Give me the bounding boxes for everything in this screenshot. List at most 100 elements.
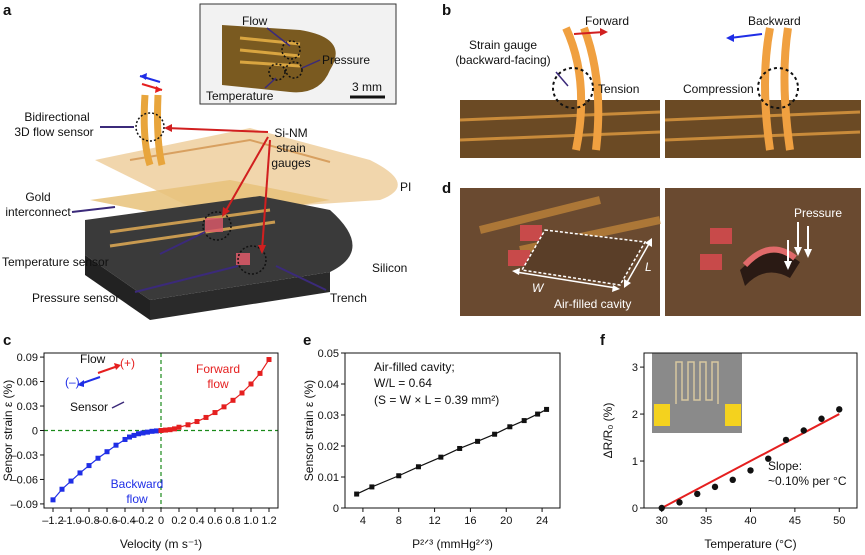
c-xlabel: Velocity (m s⁻¹)	[120, 537, 202, 551]
c-ytick-label: –0.03	[10, 450, 38, 462]
e-point	[457, 445, 463, 451]
flow-sensor-label: 3D flow sensor	[14, 125, 94, 139]
c-xtick-label: 1.2	[261, 515, 276, 527]
trench-label: Trench	[330, 291, 367, 305]
f-xtick-label: 35	[700, 515, 712, 527]
temp-sensor-label: Temperature sensor	[2, 255, 109, 269]
e-xlabel: P²ᐟ³ (mmHg²ᐟ³)	[412, 537, 493, 551]
flow-sensor-ribbon	[140, 94, 166, 167]
e-point	[396, 473, 402, 479]
c-xtick-label: 0.6	[207, 515, 222, 527]
c-point	[68, 478, 74, 484]
c-point	[266, 357, 272, 363]
strain-gauge-label-2: (backward-facing)	[455, 53, 551, 67]
c-sensor-label: Sensor	[70, 400, 109, 414]
f-xlabel: Temperature (°C)	[704, 537, 796, 551]
c-ytick-label: –0.06	[10, 474, 38, 486]
e-xtick-label: 12	[428, 515, 440, 527]
e-point	[369, 484, 375, 490]
e-point	[475, 438, 481, 444]
e-ytick-label: 0.05	[318, 348, 339, 360]
c-forward-arrowhead	[114, 363, 121, 370]
c-forward-label-1: Forward	[195, 362, 240, 376]
c-point	[194, 419, 200, 425]
c-xtick-label: 0	[158, 515, 164, 527]
f-xtick-label: 40	[744, 515, 756, 527]
e-annotation-3: (S = W × L = 0.39 mm²)	[374, 393, 500, 407]
c-point	[257, 370, 263, 376]
c-backward-arrowhead	[77, 380, 84, 387]
c-xtick-label: –1.0	[60, 515, 81, 527]
e-xtick-label: 16	[464, 515, 476, 527]
c-point	[239, 390, 245, 396]
c-point	[163, 427, 168, 433]
f-slope-2: ~0.10% per °C	[768, 474, 847, 488]
c-point	[50, 497, 56, 503]
gold-label-2: interconnect	[5, 205, 71, 219]
pi-label: PI	[400, 180, 412, 194]
e-point	[535, 411, 541, 417]
c-point	[95, 455, 101, 461]
pressure-label-d: Pressure	[794, 206, 843, 220]
c-point	[154, 428, 159, 434]
f-ylabel: ΔR/R₀ (%)	[601, 403, 615, 459]
compression-label: Compression	[683, 82, 754, 96]
panel-c-letter: c	[3, 332, 12, 349]
c-point	[140, 430, 146, 436]
c-point	[131, 432, 137, 438]
e-ytick-label: 0	[333, 503, 339, 515]
c-ytick-label: 0.03	[17, 401, 38, 413]
panel-e-letter: e	[303, 332, 312, 349]
c-point	[248, 381, 254, 387]
sinm-label-2: strain	[276, 141, 306, 155]
f-point	[676, 499, 683, 506]
tension-label: Tension	[598, 82, 640, 96]
inset-temperature-label: Temperature	[206, 89, 274, 103]
c-forward-label-2: flow	[207, 377, 229, 391]
e-xtick-label: 4	[360, 515, 366, 527]
e-point	[507, 424, 513, 430]
cavity-label: Air-filled cavity	[554, 297, 632, 311]
f-ytick-label: 0	[632, 503, 638, 515]
inset-device-shape	[222, 25, 336, 93]
f-point	[836, 406, 843, 413]
f-xtick-label: 50	[833, 515, 845, 527]
panel-a-letter: a	[3, 2, 12, 19]
c-xtick-label: –0.8	[78, 515, 99, 527]
c-xtick-label: –0.6	[96, 515, 117, 527]
e-ytick-label: 0.04	[318, 379, 339, 391]
c-xtick-label: –0.2	[132, 515, 153, 527]
c-point	[104, 449, 110, 455]
c-xtick-label: 0.8	[225, 515, 240, 527]
backward-label: Backward	[748, 14, 801, 28]
inset-scale-label: 3 mm	[352, 80, 382, 94]
f-xtick-label: 45	[789, 515, 801, 527]
c-forward-arrow	[97, 365, 119, 374]
e-point	[354, 491, 360, 497]
f-point	[747, 467, 754, 474]
f-point	[765, 455, 772, 462]
c-point	[113, 442, 119, 448]
e-point	[438, 454, 444, 460]
e-ytick-label: 0.02	[318, 441, 339, 453]
c-flow-label: Flow	[80, 352, 106, 366]
e-point	[544, 406, 550, 412]
inset-flow-label: Flow	[242, 14, 268, 28]
c-point	[221, 404, 227, 410]
c-ytick-label: 0	[32, 426, 38, 438]
c-minus-label: (–)	[65, 375, 80, 389]
c-backward-label-1: Backward	[110, 477, 164, 491]
c-point	[212, 410, 218, 416]
c-ytick-label: 0.06	[17, 377, 38, 389]
f-point	[711, 483, 719, 491]
c-point	[167, 427, 173, 433]
silicon-layer	[85, 196, 353, 300]
c-point	[136, 431, 141, 437]
c-backward-label-2: flow	[126, 492, 148, 506]
c-point	[176, 424, 182, 430]
c-point	[59, 486, 65, 492]
